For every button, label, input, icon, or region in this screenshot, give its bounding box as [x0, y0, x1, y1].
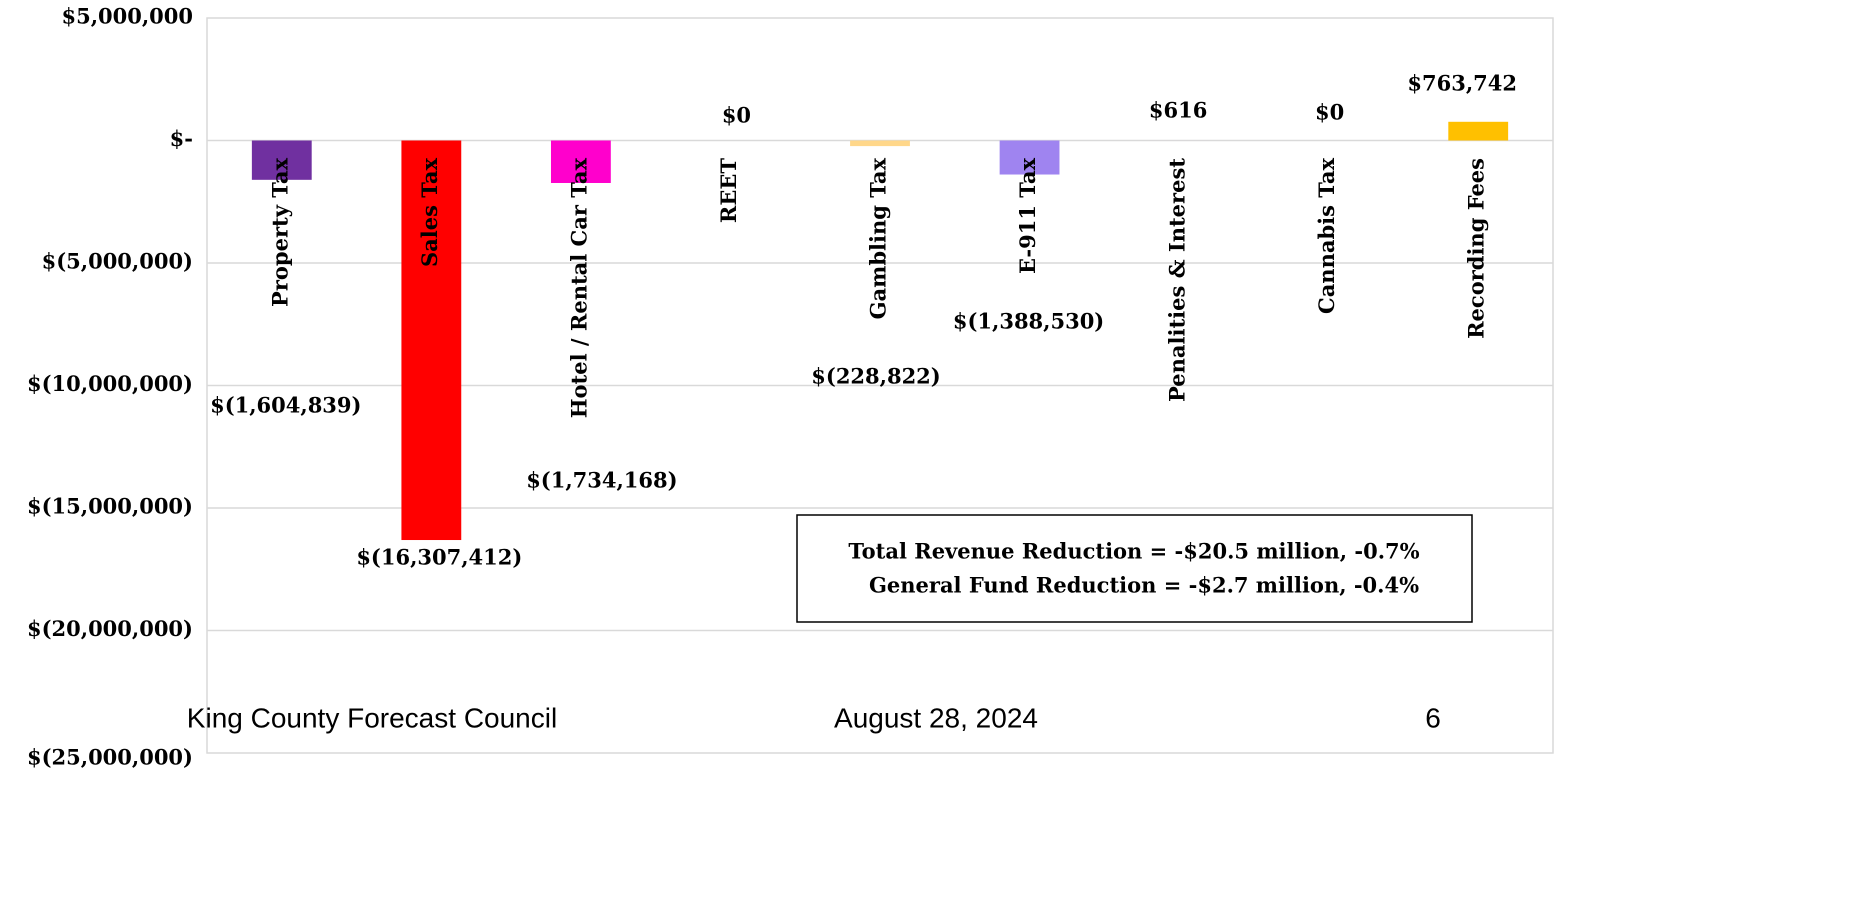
y-tick-label: $(5,000,000) — [42, 249, 193, 274]
data-label: $(1,388,530) — [953, 309, 1104, 334]
x-tick-label: Penalities & Interest — [1165, 158, 1190, 402]
x-tick-label: Cannabis Tax — [1314, 158, 1339, 314]
footer-center: August 28, 2024 — [834, 702, 1038, 733]
data-label: $0 — [1315, 100, 1344, 125]
annotation: Total Revenue Reduction = -$20.5 million… — [848, 539, 1419, 564]
x-tick-label: Hotel / Rental Car Tax — [566, 158, 591, 419]
data-label: $763,742 — [1407, 71, 1517, 96]
y-tick-label: $(10,000,000) — [27, 371, 193, 396]
annotation: General Fund Reduction = -$2.7 million, … — [869, 573, 1419, 598]
x-tick-label: Gambling Tax — [866, 158, 891, 320]
y-tick-label: $(20,000,000) — [27, 616, 193, 641]
data-label: $(228,822) — [811, 364, 940, 389]
x-tick-label: Sales Tax — [417, 158, 442, 267]
footer-left: King County Forecast Council — [187, 702, 557, 733]
bar — [999, 140, 1060, 175]
bar — [251, 140, 312, 180]
data-label: $616 — [1149, 98, 1207, 123]
x-tick-label: REET — [716, 158, 741, 223]
x-tick-label: E-911 Tax — [1015, 158, 1040, 274]
plot-area — [206, 17, 1554, 754]
annotation-box — [796, 514, 1473, 623]
x-tick-label: Recording Fees — [1464, 158, 1489, 339]
data-label: $(1,734,168) — [526, 468, 677, 493]
footer-right: 6 — [1425, 702, 1441, 733]
data-label: $(1,604,839) — [210, 393, 361, 418]
y-tick-label: $5,000,000 — [61, 4, 193, 29]
bar — [850, 140, 910, 147]
x-tick-label: Property Tax — [267, 158, 292, 307]
data-label: $0 — [722, 103, 751, 128]
bar — [1448, 121, 1509, 141]
bar — [401, 140, 462, 541]
y-tick-label: $(15,000,000) — [27, 494, 193, 519]
bar — [550, 140, 611, 183]
data-label: $(16,307,412) — [356, 545, 522, 570]
y-tick-label: $- — [170, 126, 193, 151]
y-tick-label: $(25,000,000) — [27, 745, 193, 770]
